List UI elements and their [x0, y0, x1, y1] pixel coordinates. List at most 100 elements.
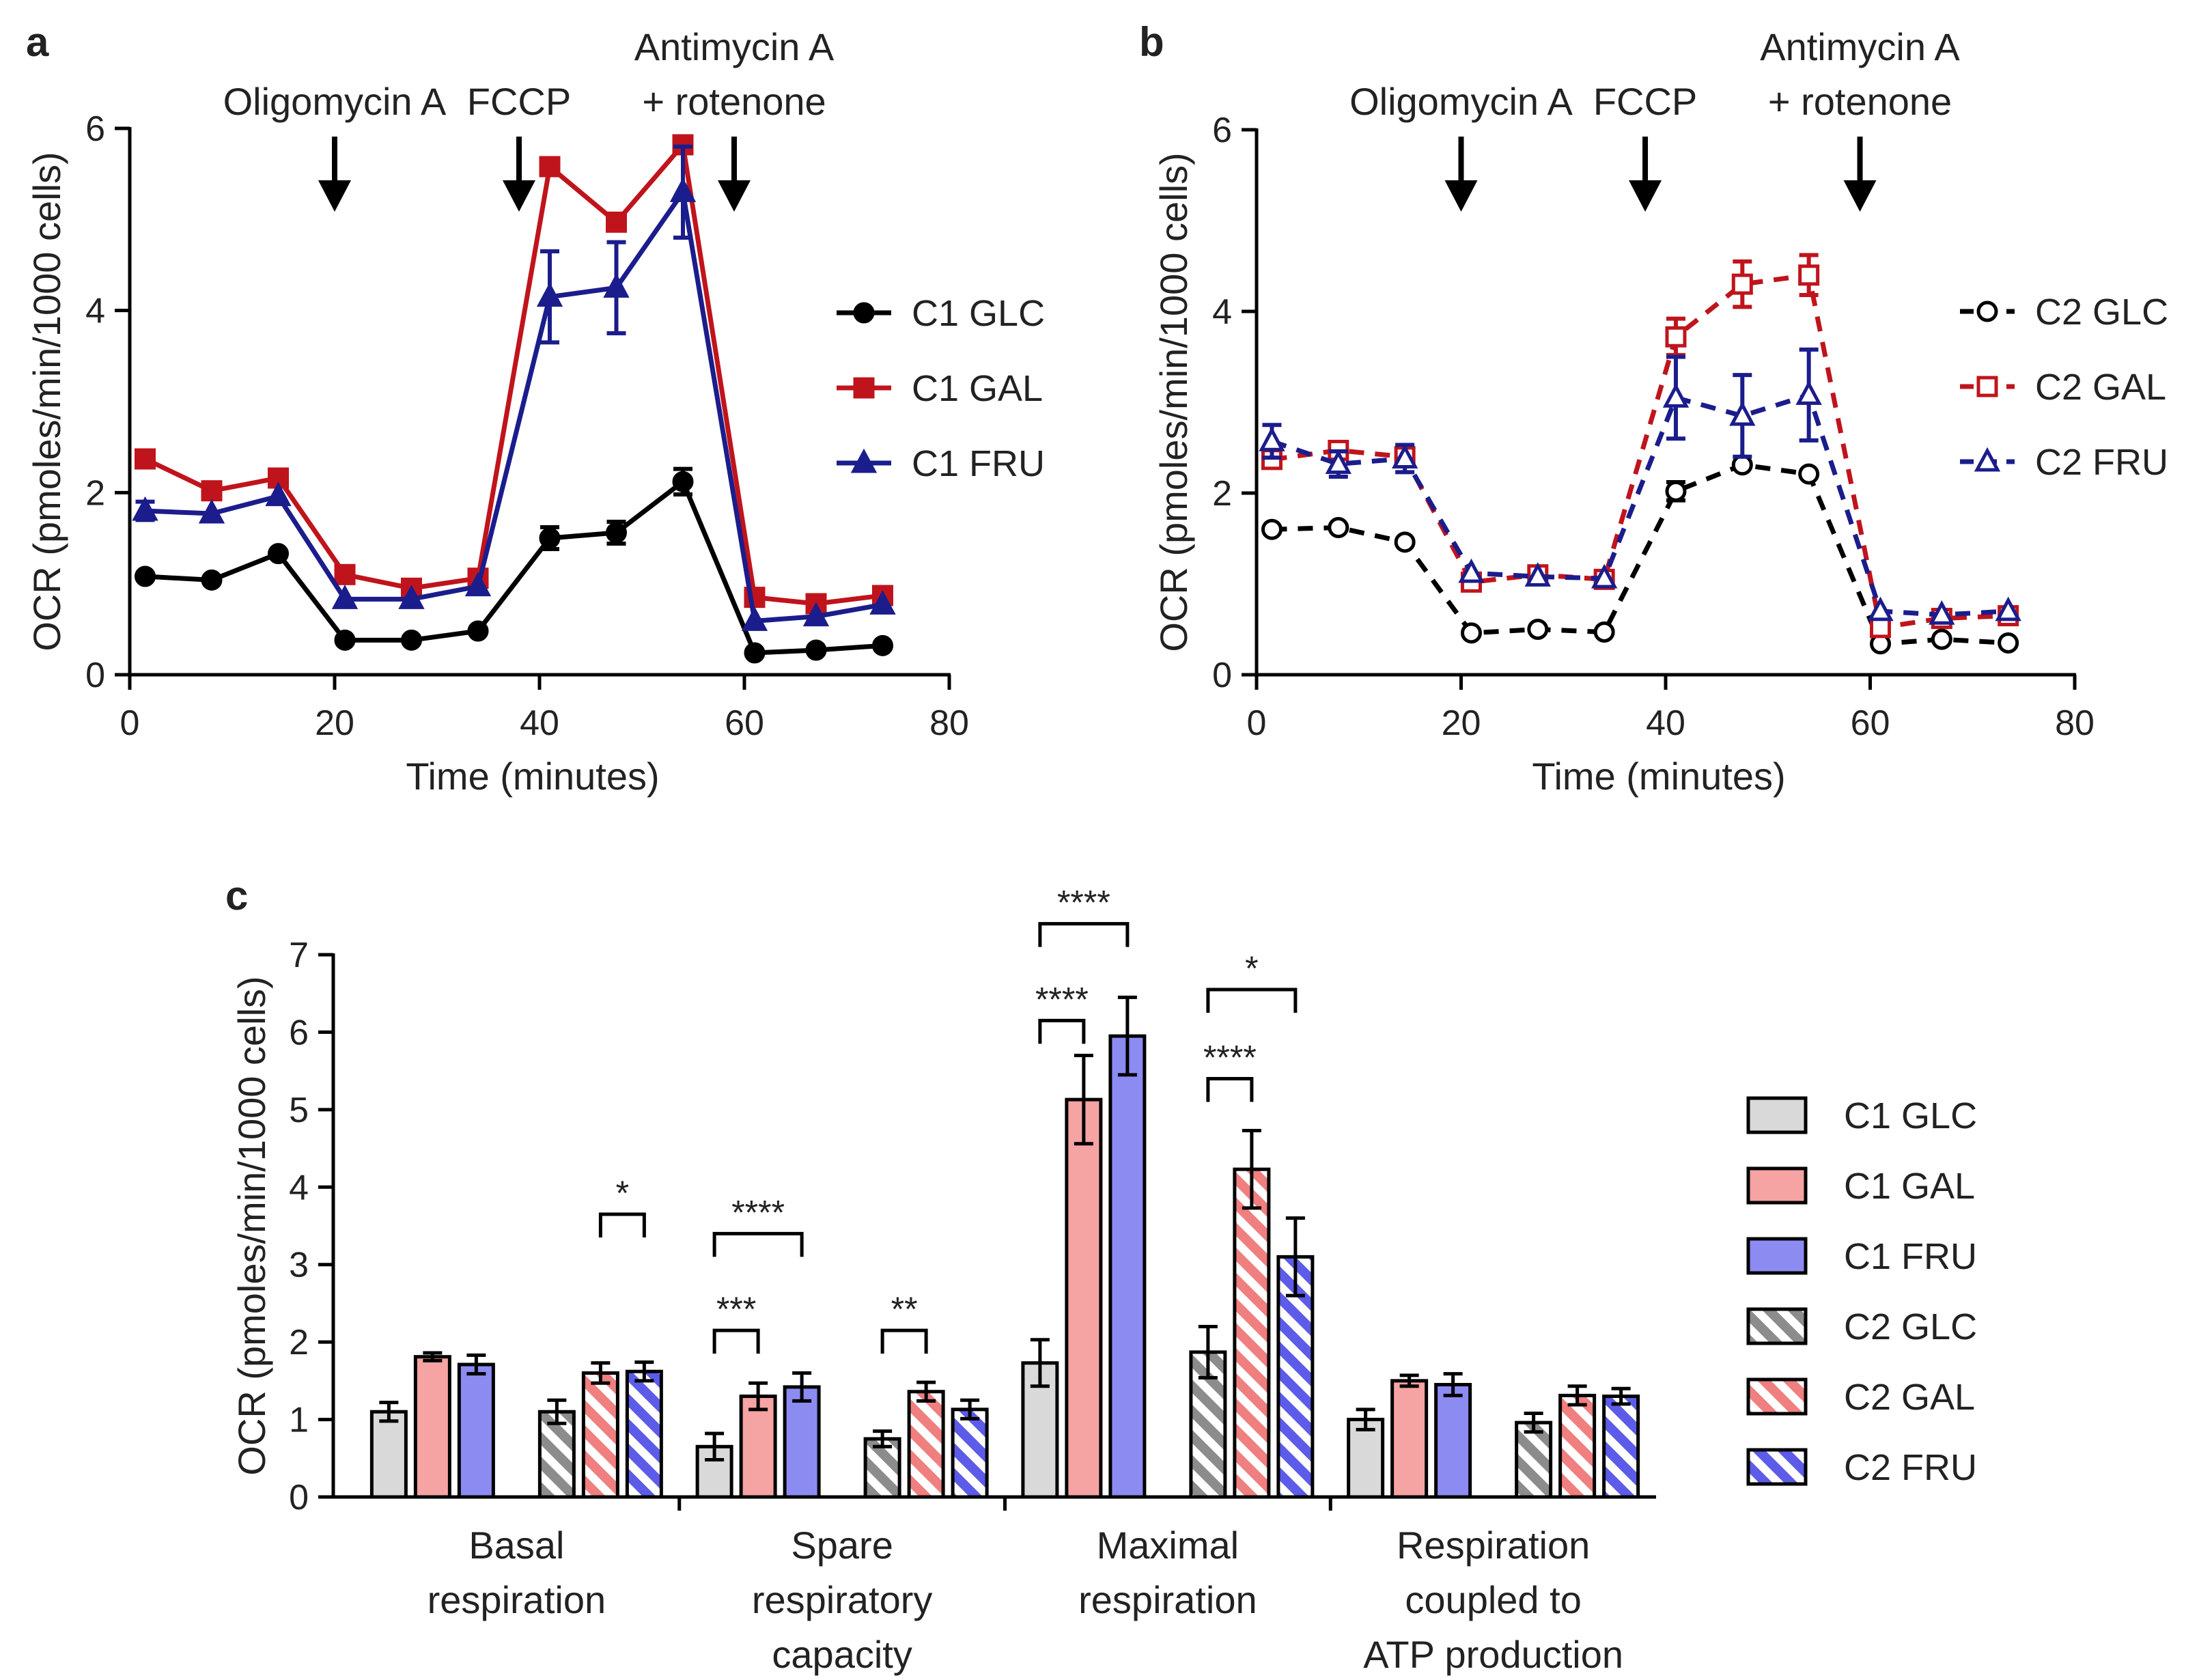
data-point-c2-fru	[1591, 563, 1618, 589]
legend-label-c1-fru: C1 FRU	[912, 443, 1045, 484]
bar-c1-gal	[413, 1355, 451, 1499]
data-point-c1-gal	[201, 480, 223, 502]
data-point-c1-fru	[869, 590, 896, 615]
x-tick-label: 80	[929, 703, 969, 743]
annotation-arrow-head	[1444, 180, 1478, 212]
x-tick-label: 80	[2055, 703, 2095, 743]
legend-swatch-c2-fru	[1746, 1448, 1808, 1486]
y-tick-label: 6	[289, 1013, 309, 1052]
data-point-c2-fru	[1929, 600, 1955, 625]
annotation-label: + rotenone	[642, 80, 826, 123]
legend-label-c1-glc: C1 GLC	[912, 293, 1045, 334]
category-label: coupled to	[1405, 1578, 1581, 1621]
y-tick-label: 4	[85, 292, 105, 331]
data-point-c1-glc	[401, 629, 422, 651]
series-line-c2-fru	[1271, 392, 2008, 617]
legend-swatch-c2-glc	[1746, 1307, 1808, 1345]
legend-label-c2-glc: C2 GLC	[2035, 292, 2168, 333]
data-point-c2-fru	[1795, 380, 1822, 405]
data-point-c1-fru	[536, 282, 563, 307]
y-tick-label: 1	[289, 1401, 309, 1440]
data-point-c2-glc	[1460, 622, 1482, 644]
data-point-c1-fru	[398, 585, 425, 609]
annotation-arrow-head	[503, 180, 535, 212]
series-line-c2-gal	[1271, 272, 2008, 630]
data-point-c1-fru	[265, 481, 292, 507]
data-point-c1-glc	[268, 543, 289, 565]
legend-swatch-c1-glc	[1746, 1096, 1808, 1134]
y-axis-title: OCR (pmoles/min/1000 cells)	[25, 152, 68, 651]
bar-c1-fru	[457, 1362, 495, 1499]
bar-c1-fru	[1108, 1034, 1147, 1499]
series-line-c1-fru	[145, 189, 884, 624]
data-point-c1-glc	[606, 522, 627, 544]
bar-c2-fru	[625, 1369, 663, 1499]
data-point-c2-fru	[1867, 596, 1894, 621]
x-tick-label: 60	[725, 703, 764, 743]
legend-swatch-c2-gal	[1746, 1377, 1808, 1416]
x-tick-label: 20	[315, 703, 354, 743]
data-point-c2-fru	[1729, 401, 1756, 426]
data-point-c2-fru	[1325, 449, 1351, 474]
data-point-c2-glc	[1527, 619, 1549, 640]
data-point-c2-fru	[1995, 596, 2021, 621]
data-point-c1-gal	[135, 448, 156, 470]
x-tick-label: 40	[520, 703, 559, 743]
y-axis-title: OCR (pmoles/min/1000 cells)	[1152, 152, 1195, 652]
bar-c1-fru	[783, 1385, 821, 1499]
data-point-c1-glc	[334, 629, 356, 651]
y-tick-label: 6	[1212, 111, 1232, 150]
legend-marker-c2-gal	[1976, 376, 1998, 397]
legend-marker-c2-glc	[1976, 300, 1998, 322]
x-tick-label: 20	[1442, 703, 1481, 743]
bar-c1-gal	[739, 1395, 777, 1499]
data-point-c1-fru	[132, 496, 158, 521]
y-tick-label: 4	[289, 1168, 309, 1207]
bar-c1-glc	[369, 1410, 408, 1499]
annotation-arrow-head	[718, 180, 751, 212]
legend-marker-c1-fru	[850, 448, 878, 473]
data-point-c1-fru	[603, 273, 630, 298]
significance-bracket	[712, 1231, 804, 1257]
panel-label-c: c	[225, 873, 248, 919]
data-point-c1-gal	[539, 156, 561, 178]
panel-label-b: b	[1139, 19, 1164, 65]
data-point-c2-glc	[1261, 518, 1283, 540]
chart-panel-c: 0 1 2 3 4 5 6 7 OCR (pmoles/min/1000 cells) Basal…	[230, 884, 1977, 1676]
legend-label-c2-fru: C2 FRU	[1844, 1447, 1977, 1488]
data-point-c1-fru	[331, 585, 359, 609]
annotation-label: Oligomycin A	[1349, 80, 1573, 123]
annotation-label: FCCP	[467, 80, 571, 123]
data-point-c2-glc	[1798, 463, 1820, 485]
annotation-label: Antimycin A	[634, 25, 835, 68]
category-label: capacity	[772, 1633, 912, 1676]
significance-label: ****	[731, 1193, 785, 1231]
legend-swatch-c1-gal	[1746, 1166, 1808, 1205]
bar-c2-glc	[863, 1437, 901, 1499]
data-point-c1-fru	[741, 606, 768, 631]
annotation-arrow-head	[318, 180, 351, 212]
y-tick-label: 4	[1212, 292, 1232, 332]
bar-c1-fru	[1434, 1383, 1472, 1499]
annotation-label: Antimycin A	[1760, 25, 1960, 68]
significance-label: ***	[716, 1290, 756, 1328]
data-point-c1-glc	[135, 565, 156, 587]
bar-c2-gal	[907, 1390, 945, 1499]
category-label: respiratory	[752, 1578, 933, 1621]
data-point-c2-gal	[1798, 264, 1820, 286]
data-point-c2-glc	[1593, 621, 1615, 643]
data-point-c2-fru	[1524, 562, 1551, 587]
significance-label: **	[891, 1290, 918, 1328]
bar-c2-gal	[581, 1371, 619, 1499]
legend-marker-c1-gal	[853, 377, 875, 399]
annotation-label: FCCP	[1593, 80, 1697, 123]
category-label: Respiration	[1397, 1524, 1590, 1567]
legend-swatch-c1-fru	[1746, 1237, 1808, 1275]
y-tick-label: 6	[85, 109, 105, 149]
x-tick-label: 0	[120, 703, 140, 743]
x-axis-title: Time (minutes)	[406, 755, 659, 798]
y-tick-label: 3	[289, 1246, 309, 1285]
data-point-c1-fru	[464, 572, 492, 597]
